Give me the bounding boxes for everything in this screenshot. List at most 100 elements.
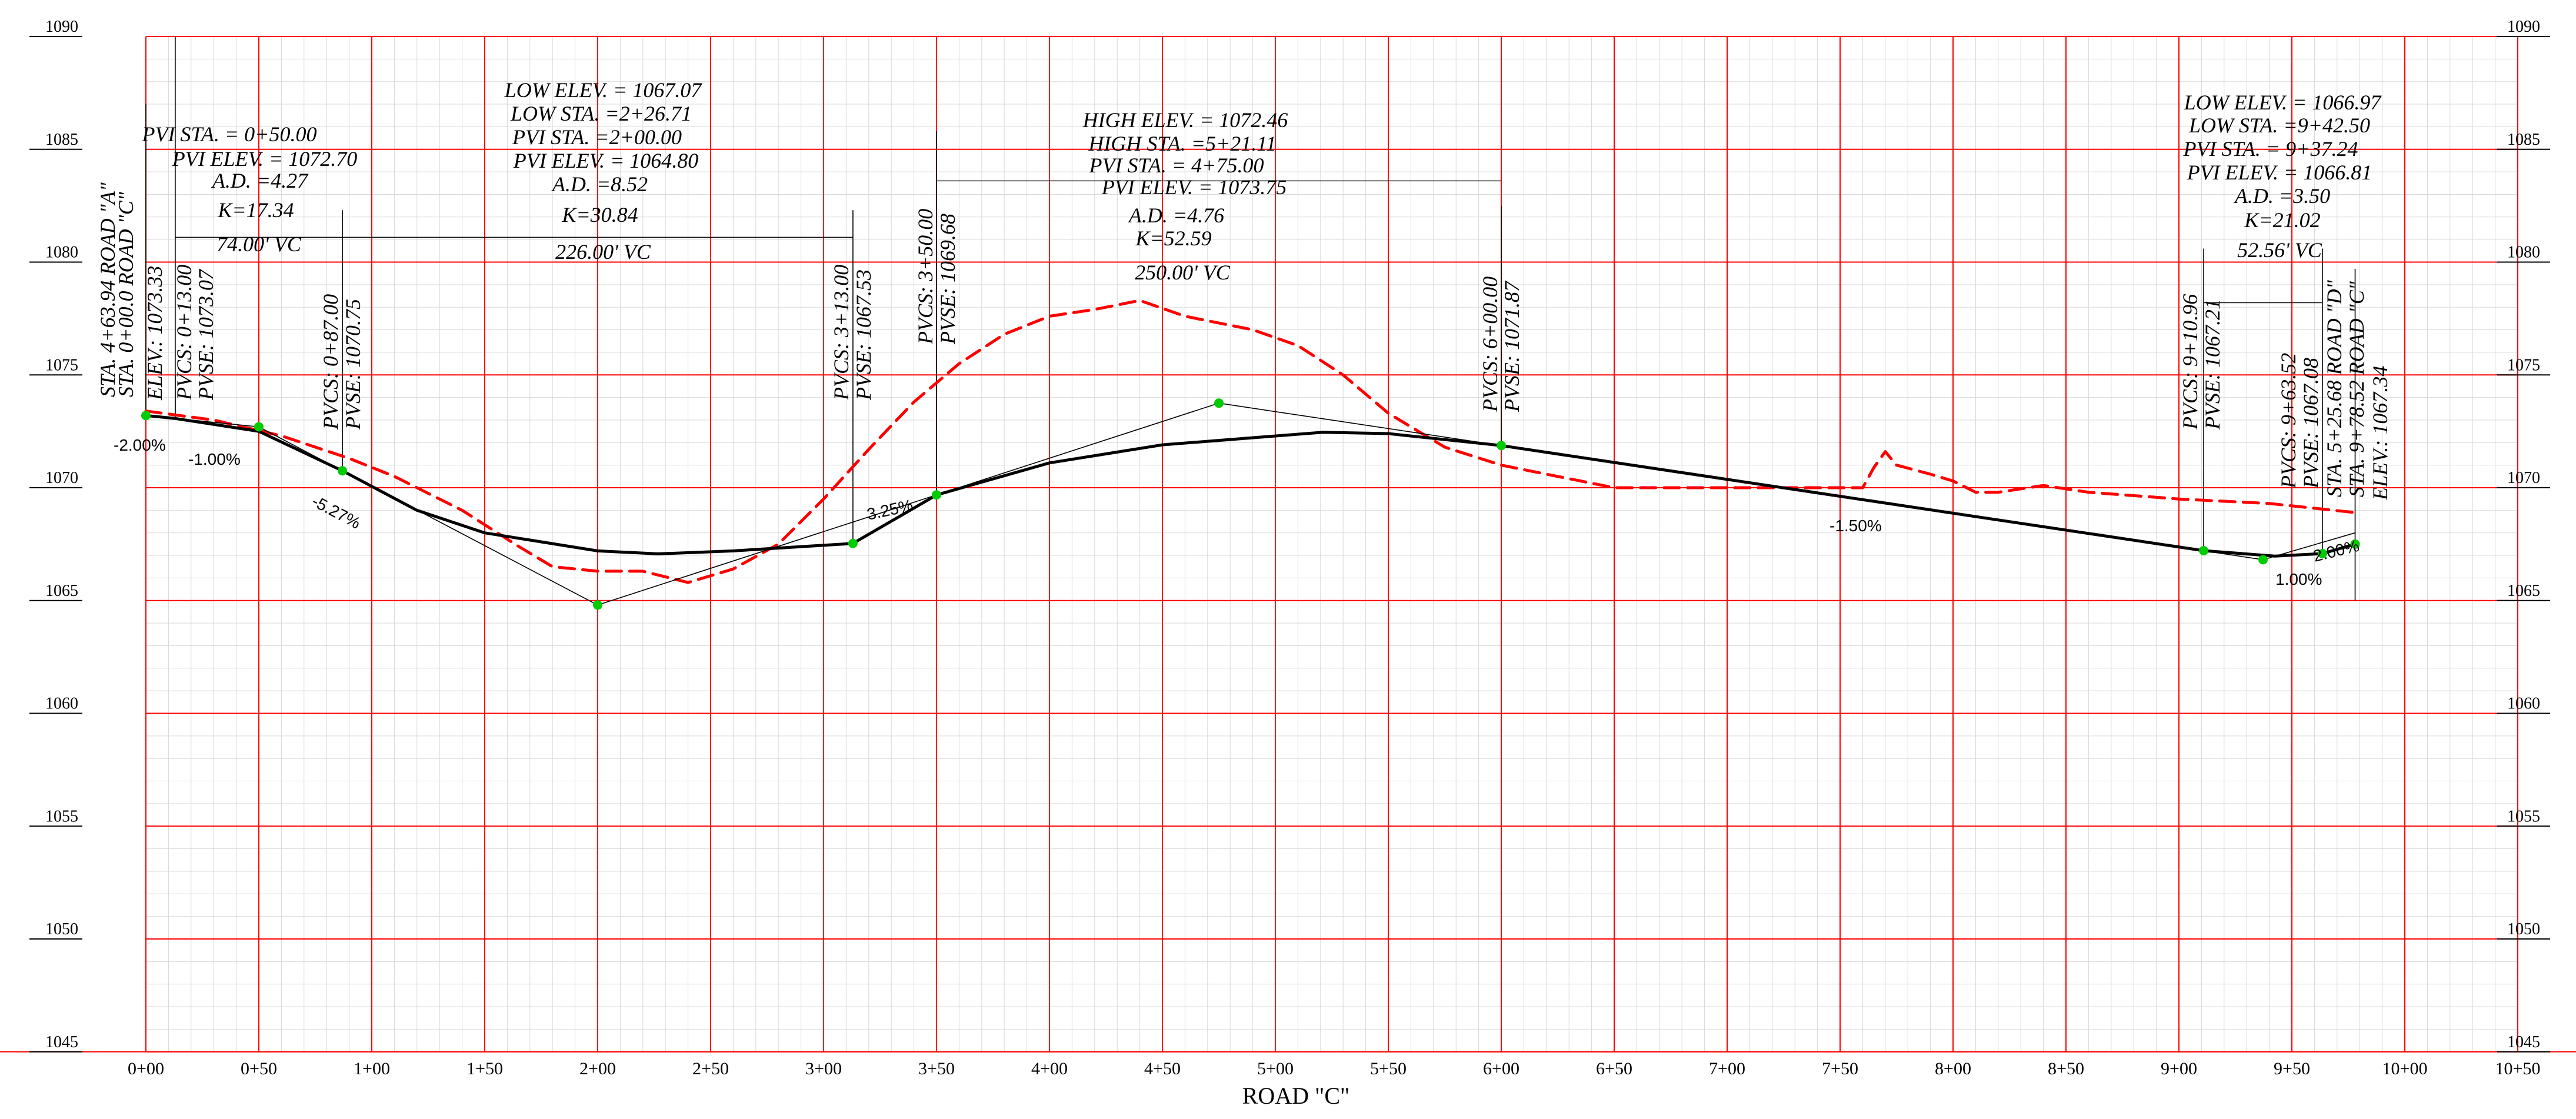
elevation-label-right: 1085	[2507, 131, 2540, 149]
curve-1-k: K=17.34	[217, 198, 294, 222]
curve-3-high-sta: HIGH STA. =5+21.11	[1088, 132, 1276, 155]
pvi-marker	[932, 490, 941, 500]
station-label: 3+00	[805, 1059, 842, 1078]
pvse-9-10: PVSE: 1067.21	[2201, 299, 2224, 430]
pvi-marker	[2350, 539, 2360, 549]
elevation-label-left: 1060	[45, 695, 78, 713]
pvse-3-13: PVSE: 1067.53	[852, 269, 875, 401]
curve-2-k: K=30.84	[561, 203, 638, 227]
curve-4-pvi-sta: PVI STA. = 9+37.24	[2183, 137, 2358, 161]
elevation-label-right: 1090	[2507, 18, 2540, 36]
elevation-label-left: 1050	[45, 920, 78, 938]
station-label: 7+50	[1822, 1059, 1858, 1078]
curve-2-pvi-sta: PVI STA. =2+00.00	[512, 125, 682, 149]
station-label: 6+00	[1483, 1059, 1519, 1078]
elevation-label-left: 1055	[45, 807, 78, 825]
curve-1-annotation: PVI STA. = 0+50.00 PVI ELEV. = 1072.70 A…	[142, 122, 358, 256]
pvcs-0-13: PVCS: 0+13.00	[172, 265, 196, 401]
curve-2-ad: A.D. =8.52	[551, 172, 648, 196]
curve-2-low-elev: LOW ELEV. = 1067.07	[504, 78, 703, 102]
elevation-label-right: 1045	[2507, 1033, 2540, 1051]
pvi-marker	[2258, 555, 2268, 565]
curve-2-annotation: LOW ELEV. = 1067.07 LOW STA. =2+26.71 PV…	[504, 78, 703, 264]
station-label: 10+00	[2382, 1059, 2428, 1078]
pvi-marker	[593, 600, 602, 610]
pvse-3-50: PVSE: 1069.68	[936, 214, 959, 345]
curve-2-pvi-elev: PVI ELEV. = 1064.80	[513, 149, 699, 172]
proposed-profile-line	[144, 414, 2357, 558]
curve-1-pvi-elev: PVI ELEV. = 1072.70	[172, 147, 358, 171]
station-label: 5+50	[1370, 1059, 1407, 1078]
pvi-marker	[2199, 545, 2209, 555]
curve-3-ad: A.D. =4.76	[1128, 204, 1224, 227]
curve-3-k: K=52.59	[1135, 227, 1211, 250]
grade-label: -5.27%	[309, 492, 364, 532]
station-label: 3+50	[918, 1059, 955, 1078]
station-label: 8+50	[2048, 1059, 2084, 1078]
elevation-label-left: 1090	[45, 18, 78, 36]
curve-4-annotation: LOW ELEV. = 1066.97 LOW STA. =9+42.50 PV…	[2183, 91, 2382, 262]
elevation-label-right: 1055	[2507, 807, 2540, 825]
elevation-label-left: 1080	[45, 244, 78, 262]
curve-3-pvi-sta: PVI STA. = 4+75.00	[1089, 154, 1264, 177]
curve-3-pvi-elev: PVI ELEV. = 1073.75	[1101, 175, 1287, 199]
elevation-label-left: 1065	[45, 582, 78, 600]
curve-3-length: 250.00' VC	[1135, 261, 1231, 284]
elevation-label-right: 1080	[2507, 244, 2540, 262]
road-c-end-sta: STA. 9+78.52 ROAD "C"	[2345, 281, 2368, 497]
road-a-junction-sta: STA. 4+63.94 ROAD "A"	[96, 182, 119, 397]
existing-ground-line	[144, 299, 2357, 584]
end-elev: ELEV.: 1067.34	[2368, 366, 2392, 501]
grade-label: -2.00%	[114, 436, 166, 454]
station-label: 4+50	[1144, 1059, 1181, 1078]
station-label: 10+50	[2495, 1059, 2541, 1078]
curve-4-k: K=21.02	[2244, 208, 2320, 232]
curve-2-low-sta: LOW STA. =2+26.71	[510, 102, 692, 125]
pvi-markers	[141, 398, 2360, 610]
pvi-marker	[848, 538, 858, 548]
pvse-0-13: PVSE: 1073.07	[194, 268, 218, 401]
station-label: 7+00	[1709, 1059, 1745, 1078]
station-label: 5+00	[1257, 1059, 1294, 1078]
pvse-9-63: PVSE: 1067.08	[2299, 358, 2322, 489]
curve-4-length: 52.56' VC	[2237, 238, 2322, 262]
station-label: 2+50	[692, 1059, 729, 1078]
pvi-marker	[2317, 548, 2327, 558]
curve-1-ad: A.D. =4.27	[211, 169, 309, 192]
curve-2-length: 226.00' VC	[555, 240, 651, 264]
station-label: 8+00	[1935, 1059, 1971, 1078]
station-label: 0+00	[128, 1059, 164, 1078]
pvcs-3-13: PVCS: 3+13.00	[829, 265, 853, 401]
x-axis-title: ROAD "C"	[1242, 1083, 1350, 1109]
grade-label: 2.00%	[2311, 537, 2361, 565]
curve-4-ad: A.D. =3.50	[2234, 184, 2330, 208]
pvi-marker	[1497, 441, 1506, 451]
curve-3-annotation: HIGH ELEV. = 1072.46 HIGH STA. =5+21.11 …	[1082, 108, 1288, 284]
pvse-6-00: PVSE: 1071.87	[1500, 280, 1524, 412]
elevation-labels: 1090 1090 1085 1085 1080 1080 1075 1075 1070 1070…	[45, 18, 2540, 1051]
pvi-marker	[254, 422, 264, 432]
elevation-label-right: 1050	[2507, 920, 2540, 938]
pvcs-6-00: PVCS: 6+00.00	[1478, 277, 1502, 412]
station-label: 9+50	[2274, 1059, 2310, 1078]
sheet-frame	[0, 36, 2576, 1053]
curve-1-pvi-sta: PVI STA. = 0+50.00	[142, 122, 317, 146]
curve-1-length: 74.00' VC	[216, 232, 302, 256]
grade-label: -1.00%	[188, 450, 241, 468]
elevation-label-right: 1060	[2507, 695, 2540, 713]
elevation-label-left: 1045	[45, 1033, 78, 1051]
profile-series	[144, 299, 2357, 606]
station-label: 1+50	[466, 1059, 503, 1078]
pvcs-3-50: PVCS: 3+50.00	[914, 209, 937, 345]
station-label: 6+50	[1596, 1059, 1632, 1078]
station-label: 2+00	[579, 1059, 616, 1078]
pvcs-0-87: PVCS: 0+87.00	[319, 294, 342, 430]
elevation-label-right: 1065	[2507, 582, 2540, 600]
curve-3-high-elev: HIGH ELEV. = 1072.46	[1082, 108, 1288, 132]
grade-label: -1.50%	[1829, 517, 1882, 535]
start-elev: ELEV.: 1073.33	[143, 266, 166, 401]
pvi-marker	[1214, 398, 1224, 408]
station-label: 4+00	[1031, 1059, 1068, 1078]
minor-grid	[146, 36, 2518, 1052]
elevation-label-left: 1085	[45, 131, 78, 149]
